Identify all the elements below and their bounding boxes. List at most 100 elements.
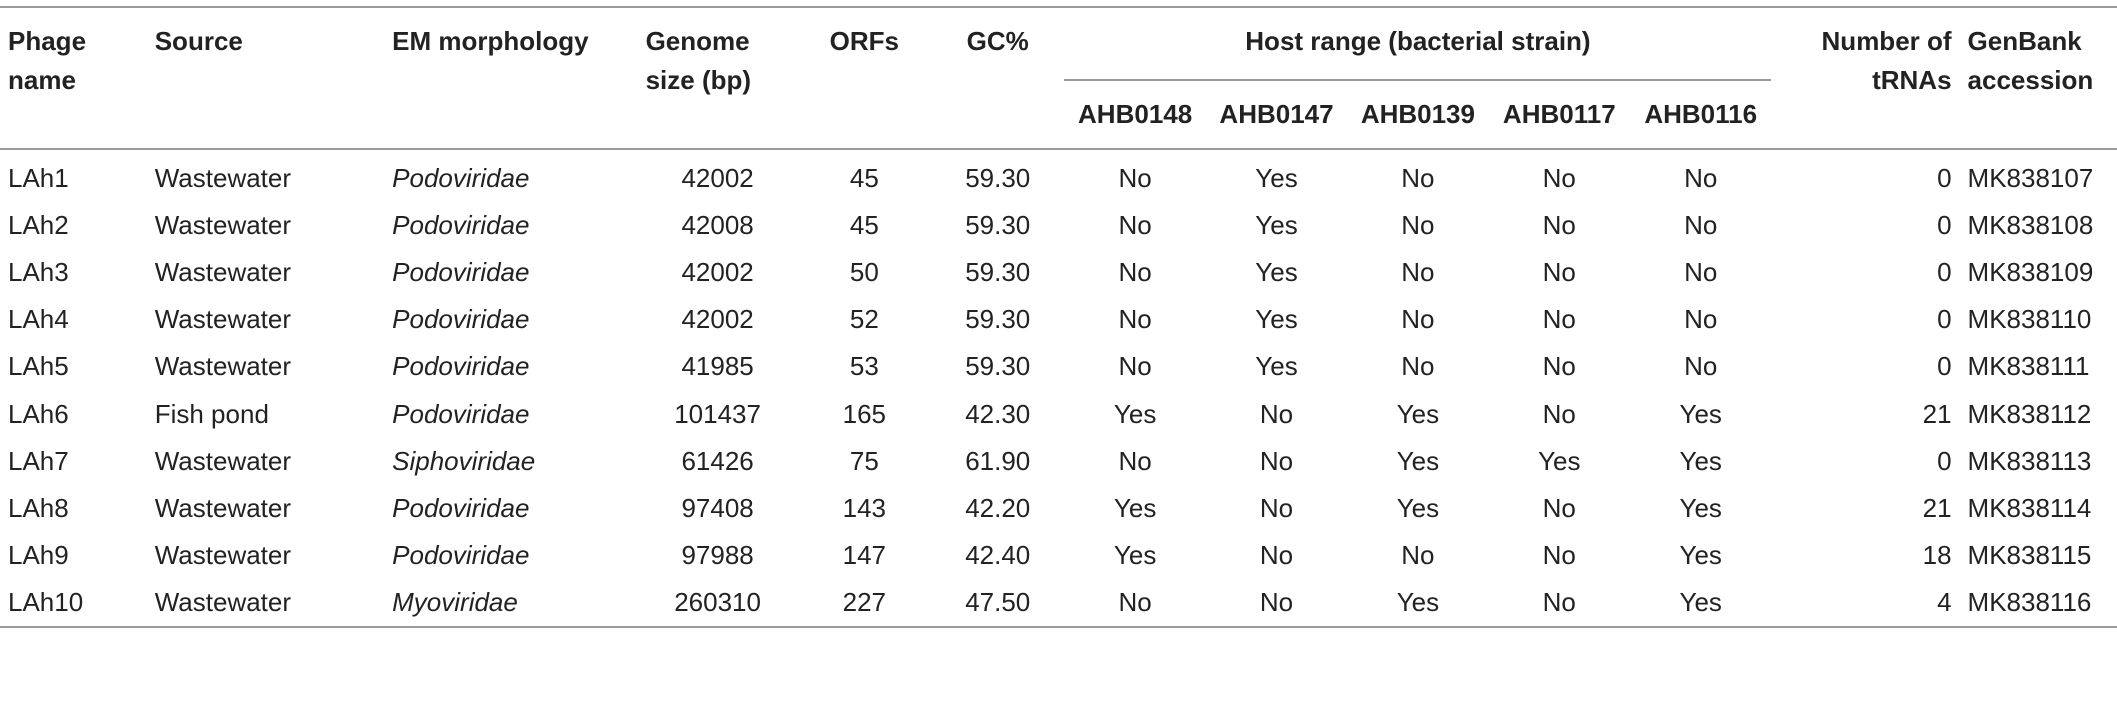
col-em-morphology: EM morphology: [392, 26, 589, 56]
cell-host: No: [1684, 209, 1718, 240]
cell-host: No: [1542, 540, 1576, 571]
cell-trnas: 0: [1937, 209, 1952, 240]
cell-em-morphology: Podoviridae: [392, 304, 530, 335]
cell-host: No: [1118, 162, 1152, 193]
cell-host: Yes: [1679, 540, 1722, 571]
cell-gc: 42.30: [965, 398, 1031, 429]
cell-host: Yes: [1396, 587, 1440, 618]
cell-genome-size: 42002: [681, 162, 754, 193]
cell-host: Yes: [1113, 540, 1157, 571]
cell-host: Yes: [1679, 398, 1722, 429]
cell-em-morphology: Podoviridae: [392, 162, 530, 193]
col-strain: AHB0116: [1644, 99, 1758, 129]
cell-host: No: [1259, 492, 1294, 523]
cell-phage-name: LAh3: [8, 256, 69, 287]
cell-host: Yes: [1255, 162, 1298, 193]
table-row: LAh5 Wastewater Podoviridae 41985 53 59.30 No Y…: [0, 343, 2117, 390]
table-row: LAh4 Wastewater Podoviridae 42002 52 59.30 No Y…: [0, 296, 2117, 343]
cell-genbank: MK838111: [1967, 351, 2090, 382]
cell-em-morphology: Podoviridae: [392, 398, 530, 429]
col-strain: AHB0148: [1078, 99, 1193, 129]
cell-host: No: [1401, 304, 1435, 335]
table-row: LAh9 Wastewater Podoviridae 97988 147 42.40 Ye…: [0, 532, 2117, 579]
cell-host: Yes: [1255, 256, 1298, 287]
cell-em-morphology: Siphoviridae: [392, 445, 536, 476]
col-strain: AHB0139: [1360, 99, 1475, 129]
cell-source: Wastewater: [154, 351, 292, 382]
cell-em-morphology: Podoviridae: [392, 256, 530, 287]
cell-gc: 59.30: [965, 304, 1031, 335]
cell-host: No: [1542, 492, 1576, 523]
cell-host: No: [1118, 256, 1152, 287]
cell-source: Wastewater: [154, 209, 292, 240]
cell-host: No: [1684, 304, 1718, 335]
cell-source: Wastewater: [154, 304, 292, 335]
cell-trnas: 21: [1922, 398, 1952, 429]
cell-host: No: [1401, 162, 1435, 193]
col-genbank: GenBank accession: [1967, 26, 2094, 95]
cell-host: No: [1684, 351, 1718, 382]
cell-host: No: [1542, 587, 1576, 618]
cell-gc: 59.30: [965, 209, 1031, 240]
table-row: LAh3 Wastewater Podoviridae 42002 50 59.30 No Y…: [0, 248, 2117, 295]
cell-genome-size: 97408: [681, 492, 754, 523]
cell-host: No: [1542, 162, 1576, 193]
cell-phage-name: LAh4: [8, 304, 69, 335]
cell-trnas: 0: [1937, 304, 1952, 335]
cell-host: No: [1542, 209, 1576, 240]
cell-host: No: [1684, 162, 1718, 193]
cell-host: Yes: [1396, 445, 1440, 476]
cell-host: Yes: [1396, 398, 1440, 429]
cell-phage-name: LAh1: [8, 162, 69, 193]
cell-host: Yes: [1113, 398, 1157, 429]
col-host-range: Host range (bacterial strain): [1064, 7, 1772, 81]
cell-genome-size: 260310: [674, 587, 761, 618]
cell-host: Yes: [1255, 351, 1298, 382]
cell-gc: 61.90: [965, 445, 1031, 476]
cell-genome-size: 42002: [681, 304, 754, 335]
cell-orfs: 45: [849, 162, 879, 193]
header-row: Phage name Source EM morphology Genome s…: [0, 7, 2117, 95]
cell-host: No: [1401, 209, 1435, 240]
cell-trnas: 4: [1937, 587, 1952, 618]
col-source: Source: [154, 26, 243, 56]
cell-host: No: [1118, 209, 1152, 240]
cell-gc: 42.20: [965, 492, 1031, 523]
cell-source: Fish pond: [154, 398, 269, 429]
cell-host: Yes: [1679, 492, 1722, 523]
cell-source: Wastewater: [154, 587, 292, 618]
cell-host: No: [1259, 445, 1294, 476]
cell-host: No: [1401, 256, 1435, 287]
cell-phage-name: LAh10: [8, 587, 84, 618]
cell-host: No: [1259, 540, 1294, 571]
cell-orfs: 75: [849, 445, 879, 476]
cell-trnas: 0: [1937, 256, 1952, 287]
col-gc: GC%: [966, 26, 1029, 56]
cell-gc: 42.40: [965, 540, 1031, 571]
cell-host: No: [1401, 540, 1435, 571]
cell-host: No: [1542, 398, 1576, 429]
cell-host: No: [1118, 351, 1152, 382]
cell-host: Yes: [1255, 304, 1298, 335]
cell-host: No: [1118, 445, 1152, 476]
cell-genbank: MK838110: [1967, 304, 2092, 335]
cell-genome-size: 61426: [681, 445, 754, 476]
cell-orfs: 147: [842, 540, 887, 571]
table-row: LAh8 Wastewater Podoviridae 97408 143 42.20 Ye…: [0, 484, 2117, 531]
cell-phage-name: LAh2: [8, 209, 69, 240]
cell-host: No: [1259, 587, 1294, 618]
cell-em-morphology: Podoviridae: [392, 540, 530, 571]
cell-orfs: 165: [842, 398, 887, 429]
cell-genome-size: 42002: [681, 256, 754, 287]
cell-genbank: MK838108: [1967, 209, 2094, 240]
cell-orfs: 53: [849, 351, 879, 382]
cell-host: No: [1401, 351, 1435, 382]
col-phage-name: Phage name: [8, 26, 87, 95]
cell-trnas: 0: [1937, 351, 1952, 382]
cell-source: Wastewater: [154, 162, 292, 193]
table-row: LAh10 Wastewater Myoviridae 260310 227 47.50 N…: [0, 579, 2117, 627]
cell-genome-size: 101437: [674, 398, 761, 429]
cell-source: Wastewater: [154, 540, 292, 571]
cell-host: Yes: [1396, 492, 1440, 523]
cell-orfs: 143: [842, 492, 887, 523]
